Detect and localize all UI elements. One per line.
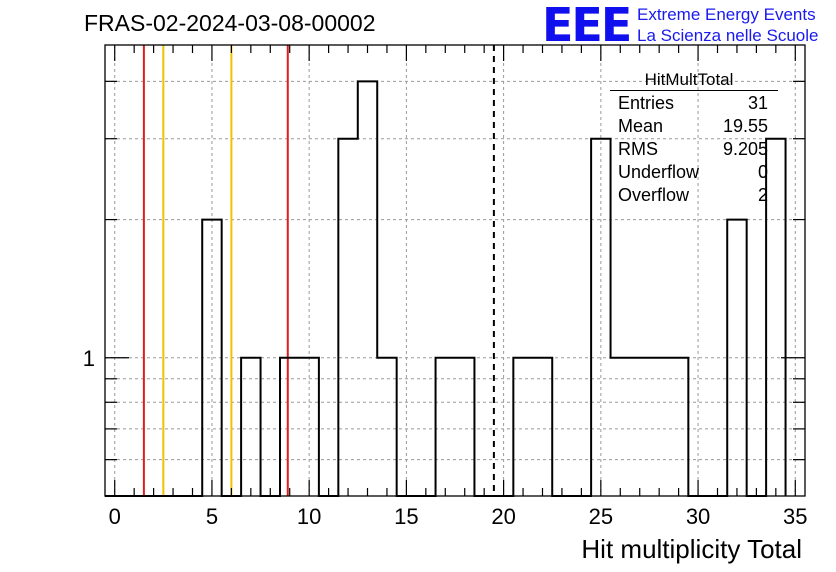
histogram-bin [241, 358, 260, 496]
histogram-bin [649, 358, 668, 496]
stats-row-overflow: Overflow 2 [610, 184, 778, 207]
x-tick-label: 0 [109, 504, 121, 529]
stats-row-mean: Mean 19.55 [610, 115, 778, 138]
y-tick-label: 1 [83, 346, 95, 371]
stats-label: Underflow [618, 162, 700, 182]
stats-divider [610, 90, 778, 91]
x-tick-label: 25 [589, 504, 613, 529]
logo-line-2: La Scienza nelle Scuole [637, 26, 819, 45]
x-tick-label: 30 [686, 504, 710, 529]
x-tick-label: 20 [491, 504, 515, 529]
histogram-bin [533, 358, 552, 496]
x-axis-label: Hit multiplicity Total [581, 534, 802, 564]
histogram-outline [105, 80, 787, 497]
logo-mark: EEE [542, 0, 632, 52]
histogram-bin [358, 81, 377, 496]
histogram-bin [280, 358, 299, 496]
stats-row-underflow: Underflow 0 [610, 161, 778, 184]
histogram-bin [669, 358, 688, 496]
stats-label: RMS [618, 139, 658, 159]
histogram-bin [299, 358, 318, 496]
tick-labels: 0 5 10 15 20 25 30 35 1 [83, 346, 808, 529]
x-tick-label: 35 [783, 504, 807, 529]
histogram-series [105, 80, 787, 497]
logo-line-1: Extreme Energy Events [637, 5, 816, 24]
stats-label: Mean [618, 116, 664, 136]
stats-value: 0 [757, 162, 768, 182]
x-tick-label: 5 [206, 504, 218, 529]
histogram-bin [377, 358, 396, 496]
stats-label: Entries [618, 93, 675, 113]
stats-title: HitMultTotal [644, 70, 734, 89]
histogram-bin [455, 358, 474, 496]
axis-ticks [105, 45, 805, 496]
histogram-bin [727, 220, 746, 496]
stats-value: 19.55 [722, 116, 768, 136]
x-tick-label: 10 [297, 504, 321, 529]
reference-lines [142, 45, 495, 496]
stats-value: 31 [747, 93, 768, 113]
histogram-bin [202, 220, 221, 496]
run-title: FRAS-02-2024-03-08-00002 [84, 10, 376, 36]
histogram-bin [591, 139, 610, 496]
stats-box: HitMultTotal Entries 31 Mean 19.55 RMS 9… [610, 70, 778, 207]
plot-frame [104, 44, 806, 497]
histogram-bin [513, 358, 532, 496]
stats-value: 9.205 [722, 139, 768, 159]
histogram-bin [338, 139, 357, 496]
stats-row-entries: Entries 31 [610, 92, 778, 115]
stats-row-rms: RMS 9.205 [610, 138, 778, 161]
histogram-bin [436, 358, 455, 496]
logo-text: Extreme Energy Events La Scienza nelle S… [637, 4, 818, 46]
stats-value: 2 [757, 185, 768, 205]
stats-label: Overflow [618, 185, 690, 205]
eee-logo: EEE Extreme Energy Events La Scienza nel… [542, 0, 818, 52]
x-tick-label: 15 [394, 504, 418, 529]
histogram-bin [611, 358, 630, 496]
histogram-bin [630, 358, 649, 496]
